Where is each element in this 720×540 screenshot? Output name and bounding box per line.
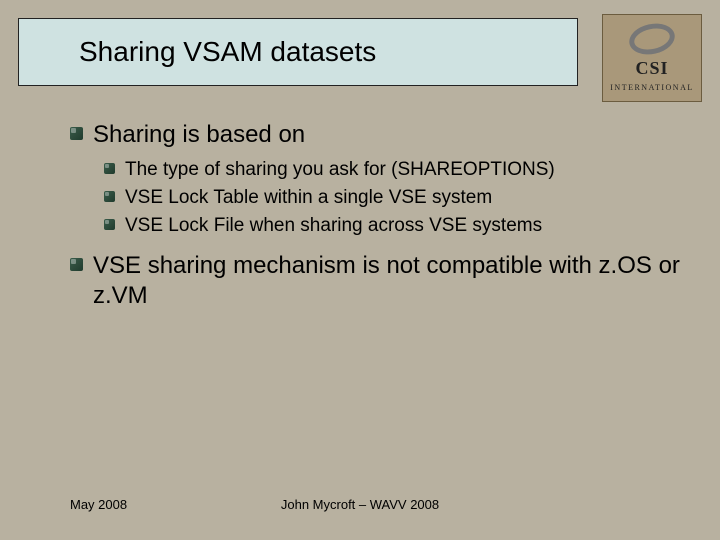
logo-subtext: INTERNATIONAL [610, 83, 694, 92]
bullet-text: VSE Lock Table within a single VSE syste… [125, 186, 690, 210]
square-bullet-icon [104, 219, 115, 230]
title-bar: Sharing VSAM datasets [18, 18, 578, 86]
content-area: Sharing is based on The type of sharing … [70, 120, 690, 319]
square-bullet-icon [70, 258, 83, 271]
square-bullet-icon [104, 163, 115, 174]
bullet-l1: Sharing is based on [70, 120, 690, 150]
footer-date: May 2008 [70, 497, 127, 512]
bullet-text: VSE Lock File when sharing across VSE sy… [125, 214, 690, 238]
bullet-group: Sharing is based on The type of sharing … [70, 120, 690, 237]
logo-name: CSI [635, 58, 668, 79]
bullet-text: VSE sharing mechanism is not compatible … [93, 251, 690, 311]
csi-logo: CSI INTERNATIONAL [602, 14, 702, 102]
bullet-text: The type of sharing you ask for (SHAREOP… [125, 158, 690, 182]
logo-ring-icon [626, 20, 677, 59]
square-bullet-icon [104, 191, 115, 202]
bullet-l1: VSE sharing mechanism is not compatible … [70, 251, 690, 311]
footer-author: John Mycroft – WAVV 2008 [281, 497, 439, 512]
bullet-l2: VSE Lock File when sharing across VSE sy… [104, 214, 690, 238]
slide-title: Sharing VSAM datasets [79, 36, 376, 68]
square-bullet-icon [70, 127, 83, 140]
bullet-l2: VSE Lock Table within a single VSE syste… [104, 186, 690, 210]
bullet-l2: The type of sharing you ask for (SHAREOP… [104, 158, 690, 182]
bullet-text: Sharing is based on [93, 120, 690, 150]
